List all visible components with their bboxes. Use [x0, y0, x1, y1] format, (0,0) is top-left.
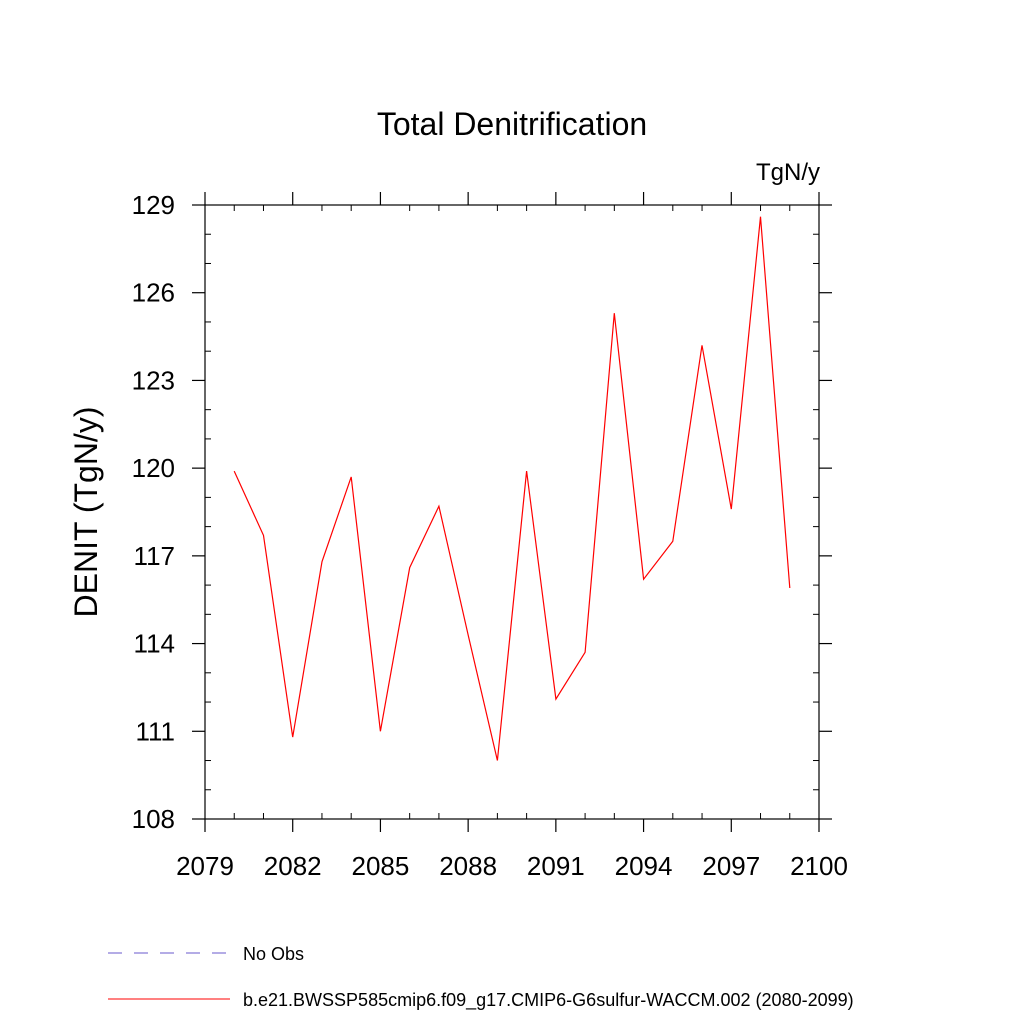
series-lines [233, 216, 791, 761]
y-tick-label: 117 [134, 541, 175, 571]
y-tick-label: 126 [132, 278, 175, 308]
x-tick-label: 2097 [702, 851, 760, 881]
legend-label: b.e21.BWSSP585cmip6.f09_g17.CMIP6-G6sulf… [243, 990, 854, 1011]
y-tick-label: 129 [132, 190, 175, 220]
tick-labels: 2079 2082 2085 2088 2091 2094 2097 2100 108 111 11… [132, 190, 848, 881]
y-tick-label: 111 [135, 716, 175, 746]
y-tick-label: 114 [134, 629, 175, 659]
series-line [233, 216, 791, 761]
y-tick-label: 120 [132, 453, 175, 483]
plot-frame [204, 204, 820, 820]
x-tick-label: 2100 [790, 851, 848, 881]
legend: No Obs b.e21.BWSSP585cmip6.f09_g17.CMIP6-… [108, 944, 854, 1011]
x-tick-label: 2091 [527, 851, 585, 881]
x-tick-label: 2082 [264, 851, 322, 881]
chart-title: Total Denitrification [377, 106, 647, 142]
x-tick-label: 2088 [439, 851, 497, 881]
y-axis-label: DENIT (TgN/y) [68, 407, 104, 618]
x-tick-label: 2085 [352, 851, 410, 881]
y-tick-label: 123 [132, 365, 175, 395]
axis-ticks [192, 192, 832, 832]
x-tick-label: 2079 [176, 851, 234, 881]
legend-label: No Obs [243, 944, 304, 964]
x-tick-label: 2094 [615, 851, 673, 881]
y-tick-label: 108 [132, 804, 175, 834]
units-label: TgN/y [756, 159, 820, 186]
